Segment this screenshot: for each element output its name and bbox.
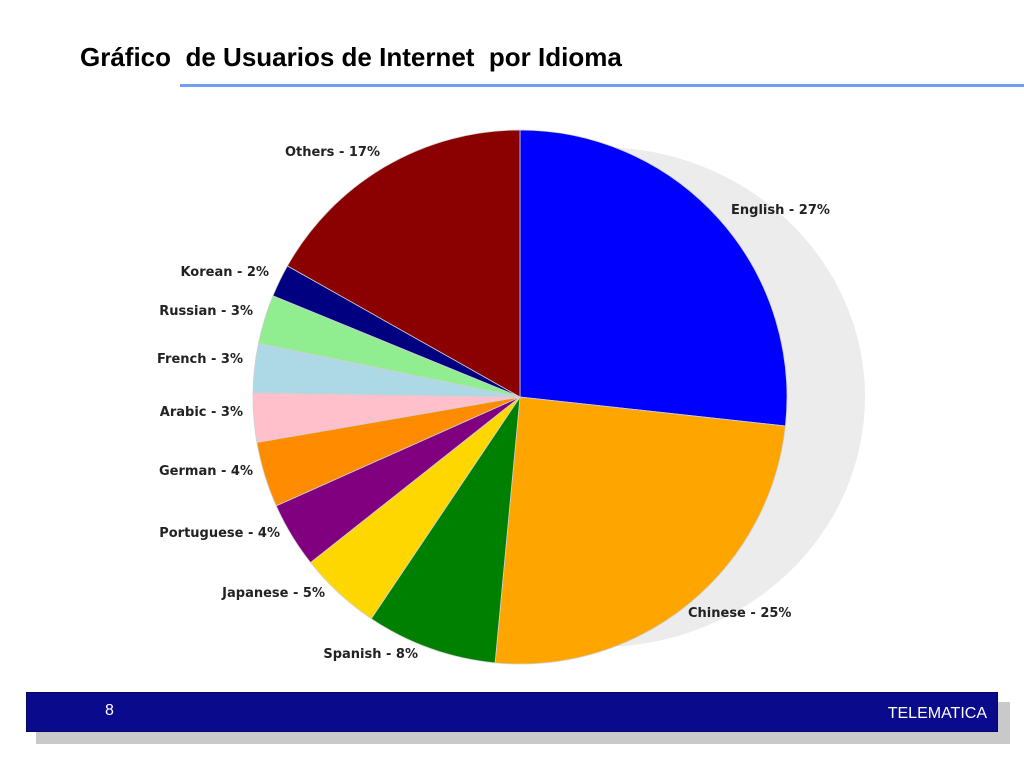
slice-label-arabic: Arabic - 3%	[160, 405, 243, 420]
slice-label-french: French - 3%	[157, 352, 243, 367]
pie-slices	[252, 129, 788, 665]
pie-chart: English - 27% Chinese - 25% Spanish - 8% Ja…	[157, 129, 865, 665]
pie-slice-others	[286, 129, 521, 398]
footer-brand: TELEMATICA	[887, 705, 987, 722]
pie-slice-chinese	[494, 396, 786, 665]
slide-title: Gráfico de Usuarios de Internet por Idio…	[80, 42, 622, 72]
slice-label-english: English - 27%	[731, 203, 830, 218]
pie-labels: English - 27% Chinese - 25% Spanish - 8% Ja…	[157, 145, 830, 662]
slice-label-german: German - 4%	[159, 464, 253, 479]
slice-label-portuguese: Portuguese - 4%	[159, 526, 280, 541]
slice-label-chinese: Chinese - 25%	[688, 606, 791, 621]
slice-label-japanese: Japanese - 5%	[221, 586, 325, 601]
slice-label-spanish: Spanish - 8%	[323, 647, 418, 662]
pie-slice-english	[519, 129, 788, 427]
slice-label-korean: Korean - 2%	[180, 265, 269, 280]
slice-label-russian: Russian - 3%	[159, 304, 253, 319]
slice-label-others: Others - 17%	[285, 145, 380, 160]
page-number: 8	[105, 702, 114, 719]
footer-bar: 8 TELEMATICA	[26, 692, 998, 732]
title-underline	[180, 84, 1024, 87]
pie-slice-spanish	[370, 396, 521, 664]
